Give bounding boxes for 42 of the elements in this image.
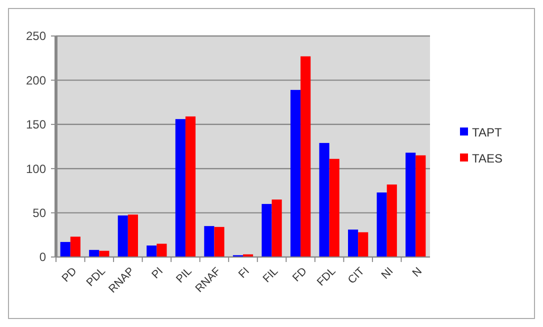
bar: [70, 236, 80, 257]
bar: [60, 242, 70, 257]
x-tick-label: PIL: [174, 265, 194, 286]
y-tick-label: 150: [26, 118, 46, 132]
x-tick-label: FD: [290, 265, 310, 284]
bar: [214, 226, 224, 257]
y-tick-label: 200: [26, 73, 46, 88]
bar: [358, 232, 368, 257]
bar: [146, 246, 157, 257]
y-tick-label: 0: [39, 250, 46, 264]
legend-label: TAPT: [472, 126, 502, 140]
bar: [406, 152, 416, 257]
y-tick-label: 250: [26, 29, 46, 44]
bar: [185, 116, 196, 257]
y-tick-label: 50: [32, 206, 46, 220]
x-tick-label: PI: [150, 265, 166, 282]
bar: [290, 90, 301, 257]
x-tick-label: FDL: [314, 265, 338, 289]
x-tick-label: PDL: [84, 265, 108, 289]
y-tick-label: 100: [26, 162, 46, 176]
bar: [262, 204, 272, 257]
bar: [175, 119, 186, 257]
legend-label: TAES: [472, 152, 502, 166]
bar: [118, 215, 128, 257]
x-tick-label: FIL: [260, 265, 281, 286]
x-tick-label: FI: [236, 265, 252, 281]
bar: [376, 192, 387, 257]
x-tick-label: CIT: [346, 265, 368, 286]
bar: [156, 244, 167, 257]
x-tick-label: N: [410, 265, 424, 280]
bar: [386, 184, 397, 257]
bar: [128, 214, 138, 257]
bar: [319, 142, 330, 257]
x-tick-label: NI: [379, 265, 396, 282]
bar: [348, 230, 358, 257]
bar: [272, 200, 282, 257]
bar: [416, 155, 426, 257]
bar: [329, 158, 340, 257]
bar: [89, 250, 100, 257]
x-tick-label: PD: [60, 265, 80, 285]
bar: [300, 56, 311, 257]
bar: [204, 226, 214, 257]
